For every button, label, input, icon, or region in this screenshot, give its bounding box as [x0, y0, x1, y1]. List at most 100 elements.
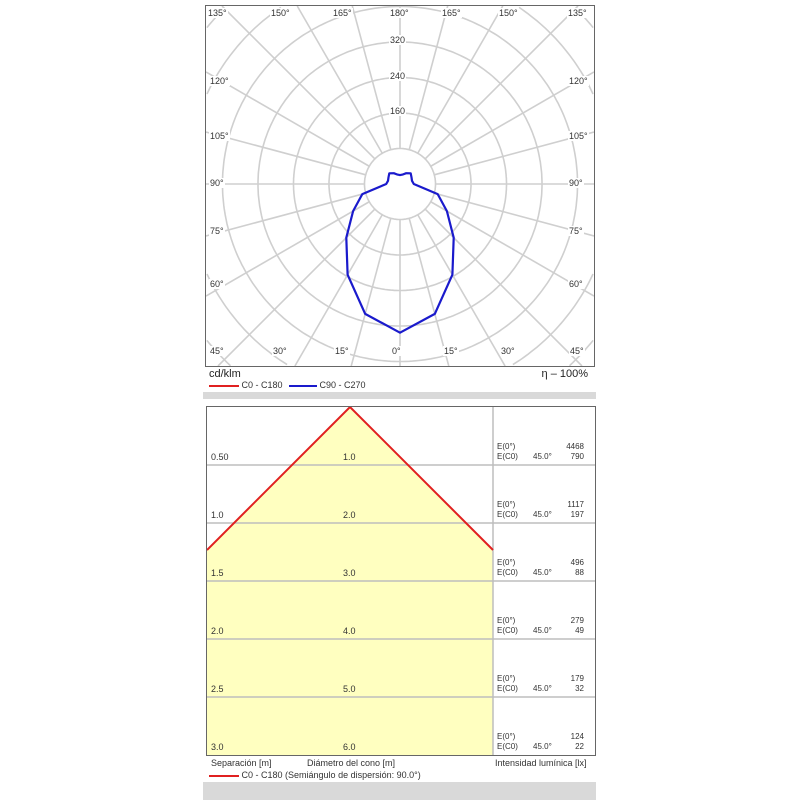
- ec0-value: 88: [575, 568, 584, 577]
- polar-svg: [206, 6, 594, 366]
- legend-label: C0 - C180: [241, 380, 283, 390]
- separation-label: 2.5: [211, 684, 224, 694]
- ec0-value: 32: [575, 684, 584, 693]
- grid-spoke: [434, 131, 594, 176]
- diameter-label: 6.0: [343, 742, 356, 752]
- grid-spoke: [206, 192, 366, 237]
- grid-spoke: [408, 6, 449, 150]
- angle-label: 15°: [334, 346, 350, 356]
- xlabel-diameter: Diámetro del cono [m]: [307, 758, 396, 768]
- angle-label: 75°: [568, 226, 584, 236]
- ec0-value: 197: [570, 510, 584, 519]
- angle-label: 180°: [389, 8, 410, 18]
- angle-label: 135°: [567, 8, 588, 18]
- legend-c0: C0 - C180: [209, 380, 283, 390]
- ec0-label: E(C0): [497, 568, 518, 577]
- grid-ring: [363, 147, 437, 221]
- ec0-angle: 45.0°: [533, 510, 552, 519]
- grid-spoke: [294, 214, 383, 366]
- cone-legend: C0 - C180 (Semiángulo de dispersión: 90.…: [209, 770, 421, 780]
- angle-label: 0°: [391, 346, 402, 356]
- grid-spoke: [417, 6, 504, 154]
- grid-spoke: [206, 201, 370, 297]
- e0-value: 179: [570, 674, 584, 683]
- angle-label: 165°: [332, 8, 353, 18]
- diameter-label: 3.0: [343, 568, 356, 578]
- ec0-label: E(C0): [497, 742, 518, 751]
- diameter-label: 1.0: [343, 452, 356, 462]
- footer-bar: [203, 782, 596, 800]
- e0-label: E(0°): [497, 558, 516, 567]
- radial-tick-label: 160: [389, 106, 407, 116]
- grid-spoke: [434, 192, 594, 237]
- legend-swatch-red: [209, 774, 239, 777]
- ec0-label: E(C0): [497, 452, 518, 461]
- angle-label: 150°: [270, 8, 291, 18]
- grid-spoke: [424, 208, 583, 366]
- ec0-label: E(C0): [497, 684, 518, 693]
- e0-value: 1117: [567, 500, 584, 509]
- grid-spoke: [408, 218, 450, 366]
- e0-label: E(0°): [497, 616, 516, 625]
- angle-label: 30°: [272, 346, 288, 356]
- e0-value: 124: [570, 732, 584, 741]
- e0-value: 4468: [566, 442, 584, 451]
- angle-label: 15°: [443, 346, 459, 356]
- angle-label: 90°: [568, 178, 584, 188]
- angle-label: 120°: [209, 76, 230, 86]
- ec0-label: E(C0): [497, 626, 518, 635]
- series-curve: [345, 172, 455, 334]
- angle-label: 75°: [209, 226, 225, 236]
- e0-label: E(0°): [497, 674, 516, 683]
- grid-spoke: [430, 71, 594, 167]
- angle-label: 45°: [209, 346, 225, 356]
- separation-label: 1.0: [211, 510, 224, 520]
- ec0-angle: 45.0°: [533, 684, 552, 693]
- diameter-label: 4.0: [343, 626, 356, 636]
- ec0-value: 49: [575, 626, 584, 635]
- angle-label: 165°: [441, 8, 462, 18]
- xlabel-separation: Separación [m]: [211, 758, 272, 768]
- separator-bar: [203, 392, 596, 399]
- separation-label: 3.0: [211, 742, 224, 752]
- diameter-label: 5.0: [343, 684, 356, 694]
- e0-label: E(0°): [497, 442, 516, 451]
- e0-value: 279: [570, 616, 584, 625]
- cone-svg: [207, 407, 595, 755]
- angle-label: 105°: [209, 131, 230, 141]
- angle-label: 60°: [209, 279, 225, 289]
- angle-label: 90°: [209, 178, 225, 188]
- efficiency-label: η – 100%: [541, 368, 588, 380]
- e0-label: E(0°): [497, 732, 516, 741]
- angle-label: 30°: [500, 346, 516, 356]
- grid-spoke: [424, 6, 579, 160]
- angle-label: 105°: [568, 131, 589, 141]
- legend-swatch-red: [209, 384, 239, 387]
- ec0-angle: 45.0°: [533, 742, 552, 751]
- unit-label: cd/klm: [209, 368, 241, 380]
- ec0-value: 790: [570, 452, 584, 461]
- grid-spoke: [206, 131, 366, 176]
- separation-label: 0.50: [211, 452, 229, 462]
- legend-c90: C90 - C270: [289, 380, 366, 390]
- angle-label: 120°: [568, 76, 589, 86]
- grid-spoke: [296, 6, 383, 154]
- radial-tick-label: 320: [389, 35, 407, 45]
- angle-label: 45°: [569, 346, 585, 356]
- angle-label: 60°: [568, 279, 584, 289]
- grid-spoke: [217, 208, 376, 366]
- grid-spoke: [221, 6, 376, 160]
- grid-spoke: [206, 71, 370, 167]
- legend-label: C0 - C180 (Semiángulo de dispersión: 90.…: [241, 770, 421, 780]
- separation-label: 1.5: [211, 568, 224, 578]
- grid-spoke: [417, 214, 506, 366]
- grid-ring: [206, 6, 594, 366]
- cone-chart: [206, 406, 596, 756]
- ec0-angle: 45.0°: [533, 452, 552, 461]
- polar-chart: [205, 5, 595, 367]
- ec0-value: 22: [575, 742, 584, 751]
- separation-label: 2.0: [211, 626, 224, 636]
- angle-label: 135°: [207, 8, 228, 18]
- radial-tick-label: 240: [389, 70, 407, 81]
- legend-swatch-blue: [289, 384, 317, 387]
